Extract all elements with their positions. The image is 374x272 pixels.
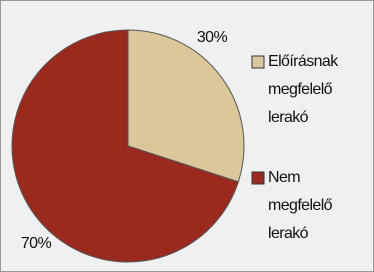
legend-swatch — [252, 56, 264, 68]
chart: 30%Előírásnak megfelelő lerakó70%Nem meg… — [0, 0, 374, 272]
data-label: 70% — [21, 235, 52, 252]
legend-swatch — [252, 172, 264, 184]
page: {"chart_data": {"type": "pie", "series":… — [0, 0, 374, 272]
data-label: 30% — [197, 29, 228, 46]
